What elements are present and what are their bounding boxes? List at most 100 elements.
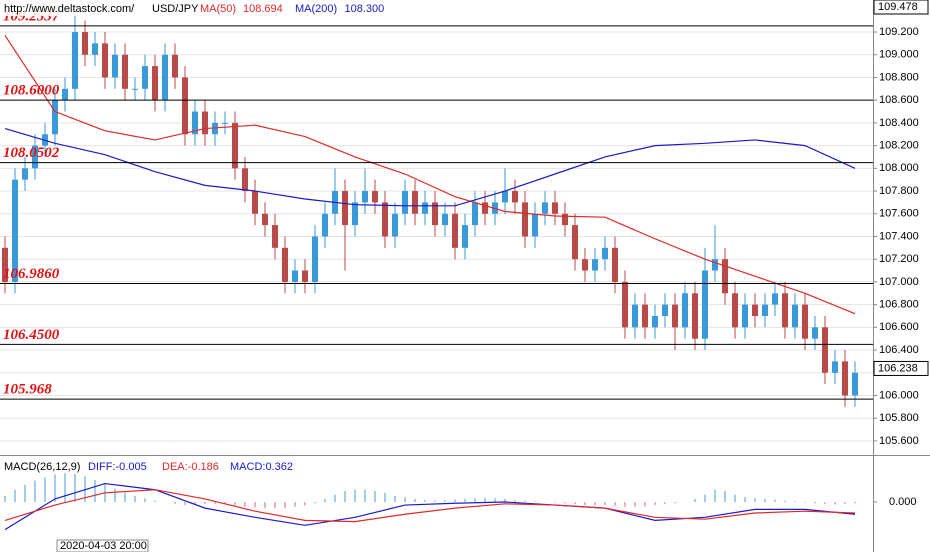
candle-body bbox=[212, 122, 218, 135]
level-label: 108.6000 bbox=[3, 83, 60, 99]
candle-body bbox=[232, 122, 238, 169]
level-label: 106.9860 bbox=[3, 266, 60, 282]
candle-body bbox=[82, 32, 88, 55]
candle-body bbox=[122, 54, 128, 89]
candle-body bbox=[252, 191, 258, 214]
candle-body bbox=[2, 247, 8, 282]
candle-body bbox=[142, 66, 148, 89]
candle-body bbox=[312, 236, 318, 282]
candle-body bbox=[622, 281, 628, 328]
candle-body bbox=[542, 202, 548, 214]
candle-body bbox=[442, 213, 448, 226]
candle-body bbox=[732, 293, 738, 328]
candle-body bbox=[672, 304, 678, 328]
y-tick-label: 107.800 bbox=[879, 185, 919, 197]
y-tick-label: 108.600 bbox=[879, 94, 919, 106]
candle-body bbox=[792, 304, 798, 328]
date-box bbox=[56, 539, 149, 552]
y-tick-label: 107.600 bbox=[879, 208, 919, 220]
candle-body bbox=[402, 191, 408, 214]
macd-label: DEA:-0.186 bbox=[162, 461, 219, 473]
candle-body bbox=[692, 293, 698, 339]
legend-value: 108.300 bbox=[345, 3, 385, 15]
candle-body bbox=[802, 304, 808, 339]
candle-body bbox=[462, 225, 468, 248]
candle-body bbox=[612, 247, 618, 282]
candle-body bbox=[262, 213, 268, 226]
candle-body bbox=[522, 202, 528, 237]
candle-body bbox=[582, 259, 588, 271]
candle-body bbox=[432, 202, 438, 226]
legend-name: MA(200) bbox=[295, 3, 337, 15]
legend-name: MA(50) bbox=[200, 3, 236, 15]
header-bg bbox=[0, 0, 360, 16]
y-tick-label: 105.800 bbox=[879, 412, 919, 424]
y-tick-label: 106.400 bbox=[879, 344, 919, 356]
candle-body bbox=[832, 361, 838, 373]
candle-body bbox=[182, 77, 188, 135]
macd-label: MACD:0.362 bbox=[230, 461, 293, 473]
y-tick-label: 108.800 bbox=[879, 71, 919, 83]
candle-body bbox=[592, 259, 598, 271]
candle-body bbox=[192, 111, 198, 135]
candle-body bbox=[92, 43, 98, 55]
candle-body bbox=[372, 191, 378, 203]
candle-body bbox=[552, 202, 558, 214]
candle-body bbox=[602, 247, 608, 260]
candle-body bbox=[22, 168, 28, 180]
candle-body bbox=[652, 315, 658, 328]
candle-body bbox=[572, 225, 578, 260]
candle-body bbox=[152, 66, 158, 101]
candle-body bbox=[722, 259, 728, 294]
candle-body bbox=[702, 270, 708, 339]
candle-body bbox=[362, 191, 368, 203]
candle-body bbox=[52, 100, 58, 135]
macd-line bbox=[4, 482, 856, 531]
candle-body bbox=[452, 213, 458, 248]
candle-body bbox=[772, 293, 778, 305]
y-tick-label: 106.000 bbox=[879, 389, 919, 401]
candle-body bbox=[682, 293, 688, 328]
candle-body bbox=[172, 54, 178, 78]
price-label: 109.478 bbox=[878, 1, 918, 13]
candle-body bbox=[822, 327, 828, 373]
ma-line bbox=[4, 127, 856, 207]
price-box bbox=[873, 0, 929, 15]
candle-body bbox=[422, 202, 428, 214]
candle-body bbox=[762, 304, 768, 316]
candle-body bbox=[112, 54, 118, 78]
candle-body bbox=[712, 259, 718, 271]
candle-body bbox=[562, 213, 568, 226]
candle-body bbox=[472, 202, 478, 226]
candle-body bbox=[222, 122, 228, 124]
candle-body bbox=[132, 88, 138, 90]
candle-body bbox=[62, 88, 68, 101]
candle-body bbox=[392, 213, 398, 237]
site: http://www.deltastock.com/ bbox=[4, 3, 135, 15]
y-tick-label: 105.600 bbox=[879, 435, 919, 447]
legend-value: 108.694 bbox=[243, 3, 283, 15]
candle-body bbox=[502, 191, 508, 203]
candle-body bbox=[782, 293, 788, 328]
level-label: 105.968 bbox=[3, 382, 52, 398]
macd-label: DIFF:-0.005 bbox=[88, 461, 147, 473]
candle-body bbox=[632, 304, 638, 328]
candle-body bbox=[642, 304, 648, 328]
price-box bbox=[873, 360, 929, 376]
candle-body bbox=[282, 247, 288, 282]
y-tick-label: 107.200 bbox=[879, 253, 919, 265]
candle-body bbox=[302, 270, 308, 282]
candle-body bbox=[292, 270, 298, 282]
candle-body bbox=[752, 304, 758, 316]
date-label: 2020-04-03 20:00 bbox=[60, 540, 147, 552]
candle-body bbox=[662, 304, 668, 316]
symbol: USD/JPY bbox=[152, 3, 199, 15]
y-tick-label: 106.600 bbox=[879, 321, 919, 333]
candle-body bbox=[342, 191, 348, 226]
macd-title: MACD(26,12,9) bbox=[4, 461, 80, 473]
y-tick-label: 108.200 bbox=[879, 140, 919, 152]
y-tick-label: 106.800 bbox=[879, 299, 919, 311]
candle-body bbox=[322, 213, 328, 237]
candle-body bbox=[842, 361, 848, 396]
